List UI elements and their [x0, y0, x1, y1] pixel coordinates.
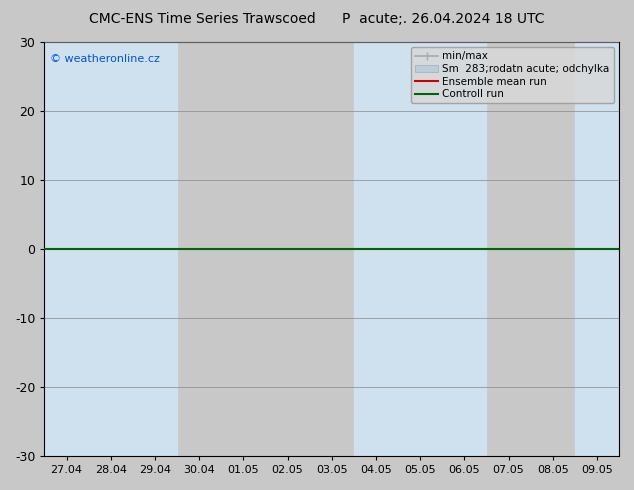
Legend: min/max, Sm  283;rodatn acute; odchylka, Ensemble mean run, Controll run: min/max, Sm 283;rodatn acute; odchylka, … — [411, 47, 614, 103]
Bar — [44, 42, 89, 456]
Bar — [89, 42, 133, 456]
Bar — [398, 42, 442, 456]
Text: © weatheronline.cz: © weatheronline.cz — [50, 54, 160, 65]
Bar — [133, 42, 177, 456]
Bar — [442, 42, 486, 456]
Bar — [354, 42, 398, 456]
Bar — [575, 42, 619, 456]
Text: CMC-ENS Time Series Trawscoed      P  acute;. 26.04.2024 18 UTC: CMC-ENS Time Series Trawscoed P acute;. … — [89, 12, 545, 26]
